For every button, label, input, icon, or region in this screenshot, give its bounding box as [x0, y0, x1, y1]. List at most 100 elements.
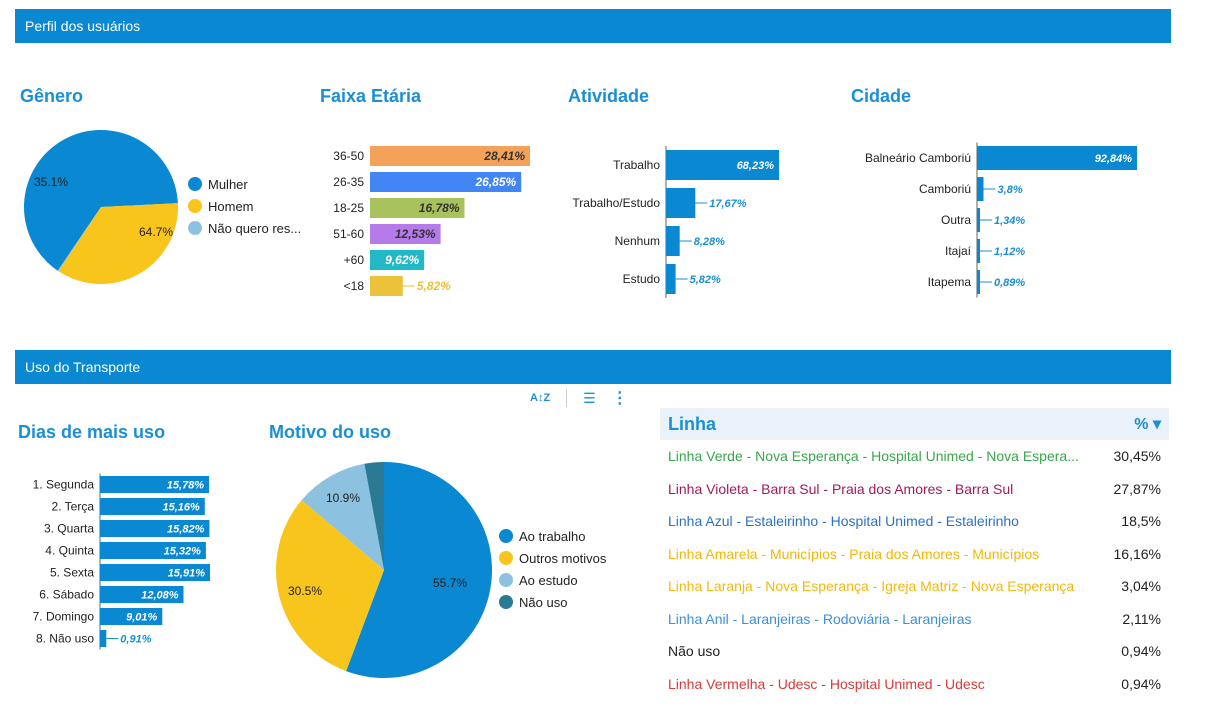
table-cell-percent: 16,16%	[1113, 545, 1161, 562]
table-cell-percent: 3,04%	[1121, 578, 1161, 595]
table-toolbar: A↕Z ☰ ⋮	[530, 388, 645, 408]
bar-data-label: 12,53%	[395, 227, 436, 241]
bar-category-label: Balneário Camboriú	[865, 151, 971, 165]
legend-label: Ao estudo	[519, 572, 578, 588]
table-row[interactable]: Não uso 0,94%	[660, 635, 1169, 668]
more-vert-icon[interactable]: ⋮	[611, 390, 628, 407]
chart-title-cidade: Cidade	[851, 86, 912, 106]
legend-dot	[188, 221, 202, 235]
table-row[interactable]: Linha Violeta - Barra Sul - Praia dos Am…	[660, 473, 1169, 506]
table-cell-linha: Linha Vermelha - Udesc - Hospital Unimed…	[668, 675, 985, 692]
bar-4	[977, 270, 980, 294]
bar-category-label: 18-25	[333, 201, 364, 215]
bar-data-label: 1,34%	[994, 215, 1025, 227]
table-row[interactable]: Linha Verde - Nova Esperança - Hospital …	[660, 440, 1169, 473]
table-row[interactable]: Linha Laranja - Nova Esperança - Igreja …	[660, 570, 1169, 603]
bar-chart-atividade: Trabalho 68,23% Trabalho/Estudo 17,67% Nenhu…	[572, 146, 779, 298]
header-linha[interactable]: Linha	[668, 413, 716, 434]
bar-category-label: Outra	[941, 213, 971, 227]
pie-data-label: 64.7%	[139, 225, 173, 239]
table-row[interactable]: Linha Amarela - Municípios - Praia dos A…	[660, 538, 1169, 571]
bar-data-label: 15,32%	[164, 546, 202, 558]
legend-label: Ao trabalho	[519, 528, 586, 544]
bar-1	[100, 498, 205, 515]
bar-category-label: Camboriú	[919, 182, 971, 196]
bar-data-label: 17,67%	[709, 198, 747, 210]
legend-label: Outros motivos	[519, 550, 607, 566]
table-cell-percent: 30,45%	[1113, 448, 1161, 465]
table-cell-linha: Linha Amarela - Municípios - Praia dos A…	[668, 545, 1040, 562]
legend-item-2[interactable]: Não quero res...	[188, 217, 301, 239]
pie-chart-genero: 64.7% 35.1%	[23, 130, 178, 284]
chart-title-genero: Gênero	[20, 86, 84, 106]
bar-category-label: Nenhum	[615, 234, 660, 248]
legend-item-1[interactable]: Outros motivos	[499, 547, 606, 569]
pie-slice-0	[346, 462, 492, 678]
bar-0	[370, 146, 530, 166]
bar-0	[666, 150, 779, 180]
bar-data-label: 12,08%	[141, 590, 179, 602]
bar-3	[977, 239, 980, 263]
chart-title-dias: Dias de mais uso	[18, 422, 166, 442]
bar-data-label: 5,82%	[690, 274, 721, 286]
table-cell-percent: 0,94%	[1121, 675, 1161, 692]
bar-2	[100, 520, 210, 537]
legend-item-1[interactable]: Homem	[188, 195, 301, 217]
pie-slice-0	[23, 130, 178, 271]
table-cell-linha: Linha Laranja - Nova Esperança - Igreja …	[668, 578, 1075, 595]
legend-item-0[interactable]: Mulher	[188, 173, 301, 195]
bar-category-label: <18	[344, 279, 365, 293]
legend-motivo: Ao trabalho Outros motivos Ao estudo Não us…	[499, 525, 606, 613]
bar-4	[370, 250, 425, 270]
legend-item-2[interactable]: Ao estudo	[499, 569, 606, 591]
bar-category-label: 3. Quarta	[44, 522, 94, 536]
pie-data-label: 10.9%	[326, 491, 360, 505]
bar-1	[370, 172, 522, 192]
legend-label: Não quero res...	[208, 220, 302, 236]
bar-category-label: 8. Não uso	[36, 632, 94, 646]
bar-category-label: +60	[344, 253, 365, 267]
bar-5	[370, 276, 403, 296]
linha-table: Linha % ▾ Linha Verde - Nova Esperança -…	[660, 408, 1169, 700]
bar-category-label: 36-50	[333, 149, 364, 163]
legend-label: Homem	[208, 198, 254, 214]
table-row[interactable]: Linha Azul - Estaleirinho - Hospital Uni…	[660, 505, 1169, 538]
bar-category-label: 7. Domingo	[33, 610, 95, 624]
bar-data-label: 1,12%	[994, 246, 1025, 258]
bar-data-label: 15,16%	[163, 502, 201, 514]
header-percent-sort[interactable]: % ▾	[1134, 416, 1161, 433]
pie-data-label: 30.5%	[288, 584, 322, 598]
chart-title-atividade: Atividade	[568, 86, 650, 106]
table-cell-linha: Não uso	[668, 643, 721, 660]
bar-data-label: 8,28%	[694, 236, 725, 248]
bar-chart-cidade: Balneário Camboriú 92,84% Camboriú 3,8% Outr…	[865, 142, 1137, 298]
legend-item-0[interactable]: Ao trabalho	[499, 525, 606, 547]
bar-category-label: 1. Segunda	[33, 478, 95, 492]
filter-icon[interactable]: ☰	[583, 389, 596, 406]
sort-az-icon[interactable]: A↕Z	[530, 392, 551, 404]
bar-category-label: 51-60	[333, 227, 364, 241]
legend-dot	[499, 551, 513, 565]
table-cell-linha: Linha Verde - Nova Esperança - Hospital …	[668, 448, 1079, 465]
pie-slice-2	[57, 207, 101, 272]
bar-data-label: 3,8%	[998, 184, 1023, 196]
bar-category-label: 5. Sexta	[50, 566, 94, 580]
bar-data-label: 15,78%	[167, 480, 205, 492]
table-cell-linha: Linha Anil - Laranjeiras - Rodoviária - …	[668, 610, 972, 627]
legend-dot	[499, 573, 513, 587]
bar-category-label: Estudo	[623, 272, 661, 286]
section-banner-profile: Perfil dos usuários	[15, 9, 1171, 43]
legend-dot	[499, 529, 513, 543]
bar-5	[100, 586, 184, 603]
bar-data-label: 0,91%	[120, 634, 151, 646]
bar-category-label: Trabalho	[613, 158, 660, 172]
bar-category-label: 2. Terça	[52, 500, 95, 514]
table-row[interactable]: Linha Anil - Laranjeiras - Rodoviária - …	[660, 603, 1169, 636]
bar-6	[100, 608, 163, 625]
legend-item-3[interactable]: Não uso	[499, 591, 606, 613]
bar-7	[100, 630, 107, 647]
table-row[interactable]: Linha Vermelha - Udesc - Hospital Unimed…	[660, 668, 1169, 701]
chart-title-faixa: Faixa Etária	[320, 86, 422, 106]
bar-category-label: Itajaí	[945, 244, 972, 258]
bar-4	[100, 564, 210, 581]
